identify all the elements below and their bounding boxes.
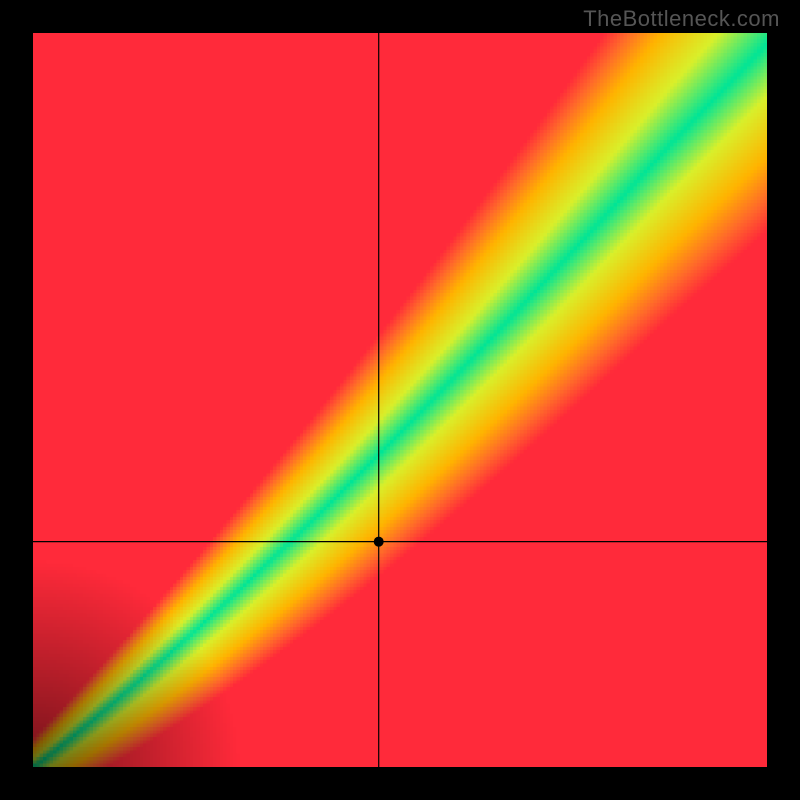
plot-frame — [33, 33, 767, 767]
crosshair-point — [374, 537, 384, 547]
crosshair-overlay — [33, 33, 767, 767]
root: TheBottleneck.com — [0, 0, 800, 800]
watermark-text: TheBottleneck.com — [583, 6, 780, 32]
